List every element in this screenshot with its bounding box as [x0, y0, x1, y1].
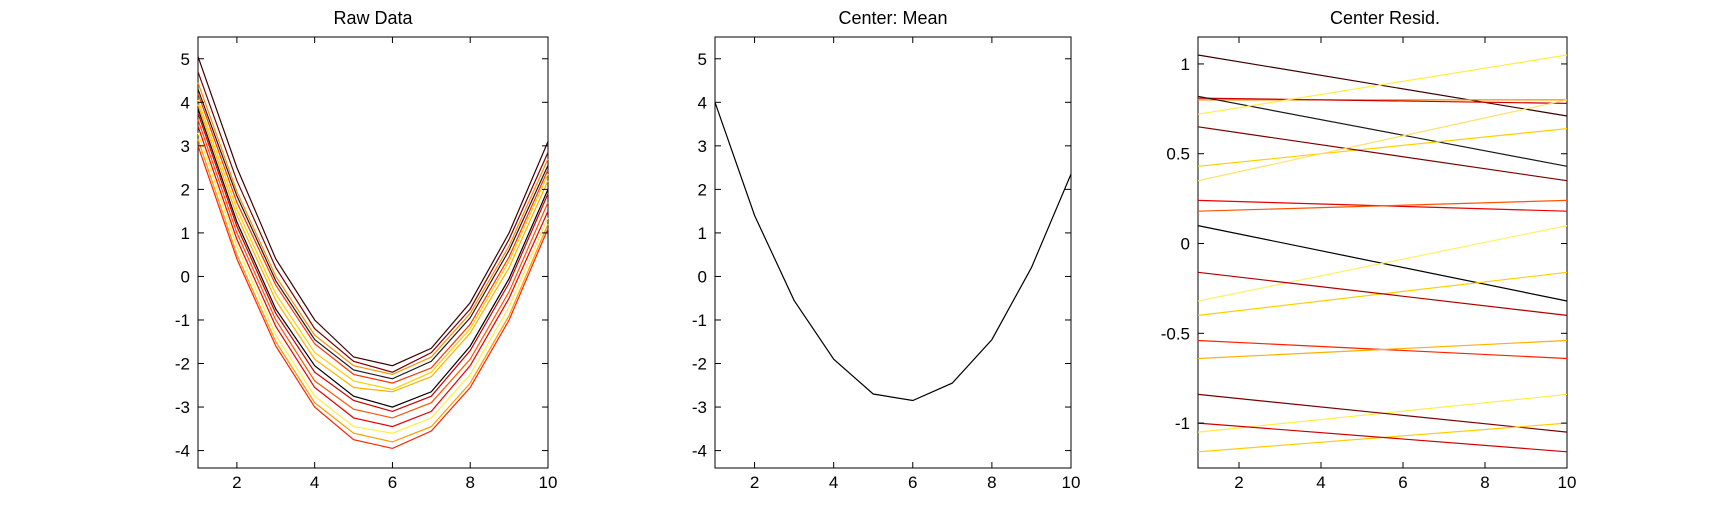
x-tick-label: 4: [829, 473, 838, 492]
series-line-12: [197, 132, 549, 434]
series-line-5: [1197, 54, 1568, 115]
y-tick-label: 3: [181, 137, 190, 156]
series-line-12: [1197, 225, 1568, 302]
x-tick-label: 8: [465, 473, 474, 492]
y-tick-label: 5: [181, 50, 190, 69]
series-line-1: [197, 56, 549, 367]
plot-area: [714, 36, 1072, 469]
chart-title: Center Resid.: [1330, 8, 1440, 28]
y-tick-label: 0: [698, 267, 707, 286]
series-line-8: [1197, 99, 1568, 182]
panel-center-mean: Center: Mean 2 4 6 8 10 -4 -3 -2 -1 0 1 2 3 4 5: [692, 8, 1081, 492]
x-tick-label: 2: [1234, 473, 1243, 492]
series-layer: [714, 102, 1072, 402]
series-line-6: [1197, 128, 1568, 167]
panel-center-resid: Center Resid. 2 4 6 8 10 -1 -0.5 0 0.5 1: [1161, 8, 1577, 492]
y-tick-label: -3: [692, 398, 707, 417]
series-line-14: [1197, 271, 1568, 316]
y-tick-label: 0.5: [1166, 145, 1190, 164]
chart-title: Raw Data: [333, 8, 413, 28]
x-tick-label: 8: [1480, 473, 1489, 492]
series-line-14: [197, 145, 549, 450]
axis-layer: 2 4 6 8 10 -4 -3 -2 -1 0 1 2 3 4 5: [175, 37, 558, 492]
y-tick-label: 2: [181, 180, 190, 199]
series-line-2: [197, 71, 549, 373]
y-tick-label: -1: [175, 311, 190, 330]
series-line-1: [1197, 54, 1568, 117]
series-line-18: [1197, 393, 1568, 433]
y-tick-label: -0.5: [1161, 324, 1190, 343]
x-tick-label: 6: [388, 473, 397, 492]
y-tick-label: 1: [181, 224, 190, 243]
series-line-5: [197, 93, 549, 384]
x-tick-label: 10: [1558, 473, 1577, 492]
y-tick-label: -1: [1175, 414, 1190, 433]
x-tick-label: 2: [232, 473, 241, 492]
x-tick-label: 4: [310, 473, 319, 492]
series-line-13: [197, 139, 549, 443]
series-line-10: [1197, 199, 1568, 212]
x-tick-label: 8: [987, 473, 996, 492]
series-line-3: [197, 82, 549, 376]
panel-raw-data: Raw Data 2 4 6 8 10 -4 -3 -2 -1 0 1 2 3 4 5: [175, 8, 558, 492]
series-line-7: [1197, 126, 1568, 182]
series-line-1: [714, 102, 1072, 402]
series-layer: [197, 56, 549, 450]
x-tick-label: 6: [908, 473, 917, 492]
axis-layer: 2 4 6 8 10 -4 -3 -2 -1 0 1 2 3 4 5: [692, 37, 1081, 492]
y-tick-label: -2: [692, 355, 707, 374]
axis-layer: 2 4 6 8 10 -1 -0.5 0 0.5 1: [1161, 37, 1577, 492]
x-tick-label: 10: [1062, 473, 1081, 492]
series-line-20: [1197, 422, 1568, 453]
series-line-10: [197, 119, 549, 419]
y-tick-label: 1: [698, 224, 707, 243]
series-line-9: [197, 113, 549, 413]
y-tick-label: -2: [175, 355, 190, 374]
x-tick-label: 4: [1316, 473, 1325, 492]
series-line-7: [197, 104, 549, 393]
plot-area: [1197, 36, 1568, 469]
y-tick-label: -4: [692, 442, 707, 461]
series-line-6: [197, 99, 549, 391]
y-tick-label: 5: [698, 50, 707, 69]
series-line-11: [197, 126, 549, 428]
series-line-4: [1197, 95, 1568, 167]
chart-title: Center: Mean: [838, 8, 947, 28]
y-tick-label: -4: [175, 442, 190, 461]
series-line-8: [197, 108, 549, 408]
series-line-4: [197, 88, 549, 380]
y-tick-label: 2: [698, 180, 707, 199]
series-layer: [1197, 54, 1568, 453]
y-tick-label: -1: [692, 311, 707, 330]
y-tick-label: 4: [698, 93, 707, 112]
y-tick-label: 0: [181, 267, 190, 286]
x-tick-label: 10: [539, 473, 558, 492]
y-tick-label: 1: [1181, 55, 1190, 74]
series-line-16: [1197, 339, 1568, 360]
y-tick-label: 4: [181, 93, 190, 112]
x-tick-label: 2: [750, 473, 759, 492]
y-tick-label: -3: [175, 398, 190, 417]
y-tick-label: 3: [698, 137, 707, 156]
series-line-3: [1197, 97, 1568, 104]
x-tick-label: 6: [1398, 473, 1407, 492]
y-tick-label: 0: [1181, 235, 1190, 254]
